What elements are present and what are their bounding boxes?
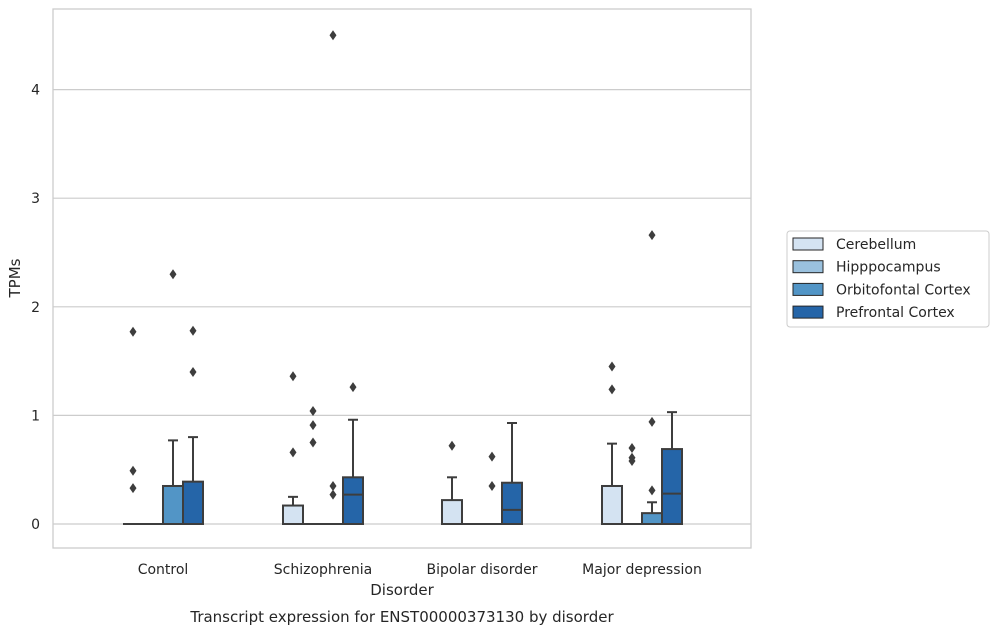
legend: Cerebellum Hipppocampus Orbitofontal Corte… [786, 230, 990, 328]
box [282, 504, 304, 525]
y-tick-label: 1 [31, 408, 40, 424]
chart-caption: Transcript expression for ENST0000037313… [189, 608, 614, 626]
box [641, 512, 663, 526]
y-tick-label: 2 [31, 300, 40, 316]
outlier-point [648, 416, 656, 427]
outlier-point [309, 420, 317, 431]
outlier-point [309, 437, 317, 448]
y-tick-label: 0 [31, 517, 40, 533]
box [342, 476, 364, 525]
outlier-point [488, 480, 496, 491]
outlier-point [448, 440, 456, 451]
legend-swatch [792, 305, 824, 319]
outlier-point [608, 361, 616, 372]
x-tick-label: Bipolar disorder [426, 562, 537, 578]
outlier-point [129, 326, 137, 337]
outlier-point [628, 452, 636, 463]
outlier-point [289, 371, 297, 382]
box-plots [123, 30, 683, 526]
outlier-point [648, 230, 656, 241]
legend-label: Prefrontal Cortex [836, 305, 955, 321]
box [501, 481, 523, 525]
outlier-point [329, 30, 337, 41]
box [441, 499, 463, 526]
outlier-point [648, 485, 656, 496]
outlier-point [488, 451, 496, 462]
outlier-point [129, 465, 137, 476]
outlier-point [309, 406, 317, 417]
y-tick-labels: 0 1 2 3 4 [31, 83, 40, 533]
legend-label: Hipppocampus [836, 260, 941, 276]
box [661, 448, 683, 526]
outlier-point [169, 269, 177, 280]
legend-label: Cerebellum [836, 237, 916, 253]
outlier-point [129, 483, 137, 494]
x-tick-label: Schizophrenia [274, 562, 372, 578]
outlier-point [608, 384, 616, 395]
y-tick-label: 4 [31, 83, 40, 99]
x-axis-label: Disorder [370, 581, 434, 599]
box [182, 480, 204, 525]
outlier-point [329, 489, 337, 500]
legend-swatch [792, 237, 824, 251]
box [162, 484, 184, 525]
box [601, 484, 623, 525]
legend-frame [786, 230, 990, 328]
outlier-point [349, 382, 357, 393]
outlier-point [289, 447, 297, 458]
legend-label: Orbitofontal Cortex [836, 282, 971, 298]
legend-swatch [792, 260, 824, 274]
x-tick-labels: Control Schizophrenia Bipolar disorder Majo… [138, 562, 702, 578]
outlier-point [329, 480, 337, 491]
legend-swatch [792, 282, 824, 296]
outlier-point [628, 442, 636, 453]
x-tick-label: Major depression [582, 562, 702, 578]
y-axis-label: TPMs [6, 258, 24, 298]
outlier-point [189, 325, 197, 336]
x-tick-label: Control [138, 562, 189, 578]
outlier-point [189, 366, 197, 377]
y-tick-label: 3 [31, 191, 40, 207]
